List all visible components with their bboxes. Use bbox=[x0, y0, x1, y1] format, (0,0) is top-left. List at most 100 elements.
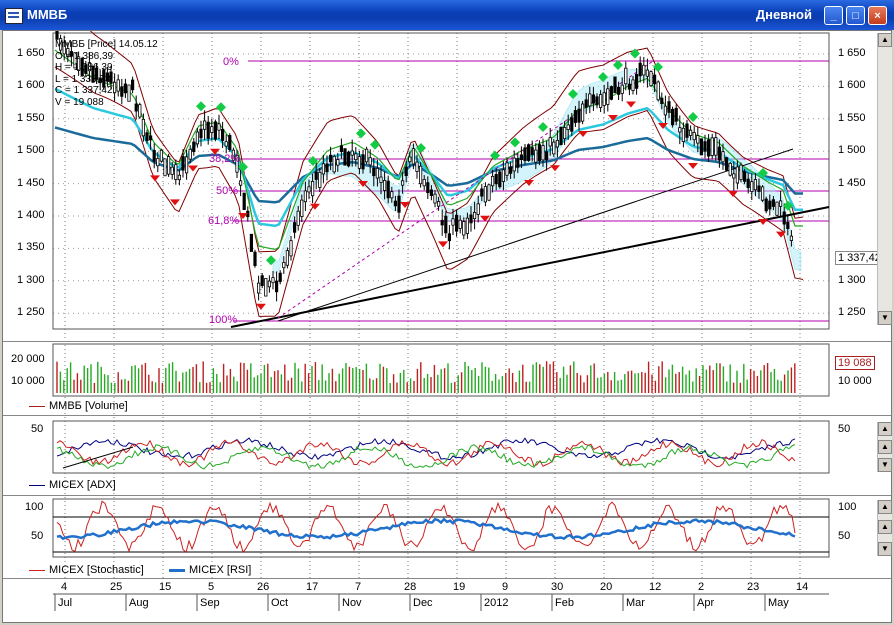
pane-divider-volume[interactable] bbox=[3, 415, 891, 416]
sell-signal-marker bbox=[358, 181, 368, 187]
sell-signal-marker bbox=[658, 123, 668, 129]
candle-body bbox=[566, 124, 570, 130]
candle-body bbox=[321, 163, 326, 175]
candle-body bbox=[206, 121, 210, 139]
fib-level-50: 50% bbox=[216, 185, 239, 197]
candle-body bbox=[310, 180, 315, 197]
candle-body bbox=[404, 166, 408, 177]
candle-body bbox=[296, 210, 300, 226]
chart-canvas[interactable] bbox=[3, 31, 891, 622]
candle-body bbox=[527, 144, 531, 161]
adx-legend[interactable]: MICEX [ADX] bbox=[29, 479, 116, 491]
adx-scroll-up-button[interactable]: ▲ bbox=[878, 422, 892, 436]
candle-body bbox=[555, 140, 560, 148]
period-label[interactable]: Дневной bbox=[755, 7, 812, 22]
candle-body bbox=[642, 64, 646, 76]
candle-body bbox=[368, 157, 372, 166]
candle-body bbox=[717, 146, 722, 161]
price-ytick-left: 1 450 bbox=[17, 176, 45, 189]
info-high: H = 1 386,39 bbox=[55, 62, 113, 73]
candle-body bbox=[537, 144, 542, 162]
time-tick-day: 12 bbox=[649, 581, 662, 593]
candle-body bbox=[264, 278, 268, 297]
candle-body bbox=[498, 171, 502, 188]
candle-body bbox=[617, 86, 621, 95]
candle-body bbox=[98, 77, 102, 84]
time-tick-day: 23 bbox=[747, 581, 760, 593]
adx-scrollbar[interactable]: ▲ ▲ ▼ bbox=[877, 422, 892, 472]
info-close: C = 1 337,42 bbox=[55, 85, 113, 96]
buy-signal-marker bbox=[783, 200, 793, 211]
candle-body bbox=[80, 58, 84, 76]
volume-legend-swatch bbox=[29, 405, 45, 407]
sell-signal-marker bbox=[524, 180, 534, 186]
adx-pane-frame bbox=[52, 420, 830, 474]
oscillator-chart bbox=[53, 500, 829, 554]
candle-body bbox=[530, 147, 534, 155]
adx-ytick-right-50: 50 bbox=[838, 423, 851, 435]
buy-signal-marker bbox=[308, 156, 318, 166]
candle-body bbox=[545, 151, 549, 161]
candle-body bbox=[328, 154, 333, 163]
pane-divider-price[interactable] bbox=[3, 341, 891, 342]
time-tick-month: Oct bbox=[271, 597, 289, 609]
candle-body bbox=[609, 86, 614, 100]
cloud-area bbox=[272, 68, 802, 275]
candle-body bbox=[768, 200, 772, 210]
candle-body bbox=[343, 148, 347, 166]
candle-body bbox=[775, 201, 779, 216]
rsi-legend-swatch bbox=[169, 568, 185, 572]
candle-body bbox=[116, 79, 120, 92]
candle-body bbox=[166, 156, 171, 175]
candle-body bbox=[559, 126, 563, 145]
candle-body bbox=[746, 178, 750, 188]
candle-body bbox=[195, 131, 199, 145]
candle-body bbox=[202, 120, 207, 130]
osc-scrollbar[interactable]: ▲ ▲ ▼ bbox=[877, 500, 892, 556]
osc-scroll-down-button[interactable]: ▼ bbox=[878, 542, 892, 556]
candle-body bbox=[714, 137, 718, 156]
pane-divider-adx[interactable] bbox=[3, 495, 891, 496]
candle-body bbox=[638, 62, 642, 77]
maximize-button[interactable]: □ bbox=[846, 6, 865, 25]
candle-body bbox=[523, 147, 527, 162]
candle-body bbox=[170, 166, 174, 175]
adx-scroll-middle-button[interactable]: ▲ bbox=[878, 440, 892, 454]
buy-signal-marker bbox=[490, 150, 500, 161]
candle-body bbox=[743, 171, 747, 182]
candle-body bbox=[739, 164, 743, 181]
candle-body bbox=[105, 72, 109, 82]
candle-body bbox=[541, 145, 545, 161]
rsi-legend[interactable]: MICEX [RSI] bbox=[169, 564, 251, 576]
osc-scroll-up-button[interactable]: ▲ bbox=[878, 500, 892, 514]
price-ytick-right: 1 500 bbox=[838, 144, 866, 157]
candle-body bbox=[375, 167, 380, 179]
candle-body bbox=[761, 186, 765, 201]
pane-divider-osc[interactable] bbox=[3, 578, 891, 579]
osc-scroll-middle-button[interactable]: ▲ bbox=[878, 520, 892, 534]
adx-scroll-down-button[interactable]: ▼ bbox=[878, 458, 892, 472]
candle-body bbox=[429, 189, 434, 196]
fib-level-0: 0% bbox=[223, 56, 239, 68]
candle-body bbox=[217, 123, 221, 131]
time-tick-month: Nov bbox=[342, 597, 362, 609]
candle-body bbox=[314, 171, 318, 180]
minimize-button[interactable]: _ bbox=[824, 6, 843, 25]
candle-body bbox=[397, 195, 401, 213]
close-button[interactable]: × bbox=[868, 6, 887, 25]
sell-signal-marker bbox=[578, 131, 588, 137]
sell-signal-marker bbox=[550, 165, 560, 172]
volume-legend[interactable]: ММВБ [Volume] bbox=[29, 400, 128, 412]
price-scroll-up-button[interactable]: ▲ bbox=[878, 33, 892, 47]
osc-pane-frame bbox=[52, 498, 830, 558]
price-scroll-down-button[interactable]: ▼ bbox=[878, 311, 892, 325]
stochastic-line bbox=[56, 500, 796, 554]
candle-body bbox=[238, 180, 243, 186]
candle-body bbox=[73, 52, 77, 69]
stochastic-legend[interactable]: MICEX [Stochastic] bbox=[29, 564, 144, 576]
candle-body bbox=[361, 154, 365, 170]
candle-body bbox=[303, 190, 308, 203]
price-scrollbar[interactable]: ▲ ▼ bbox=[877, 33, 892, 325]
buy-signal-marker bbox=[266, 255, 276, 266]
sell-signal-marker bbox=[728, 191, 738, 197]
